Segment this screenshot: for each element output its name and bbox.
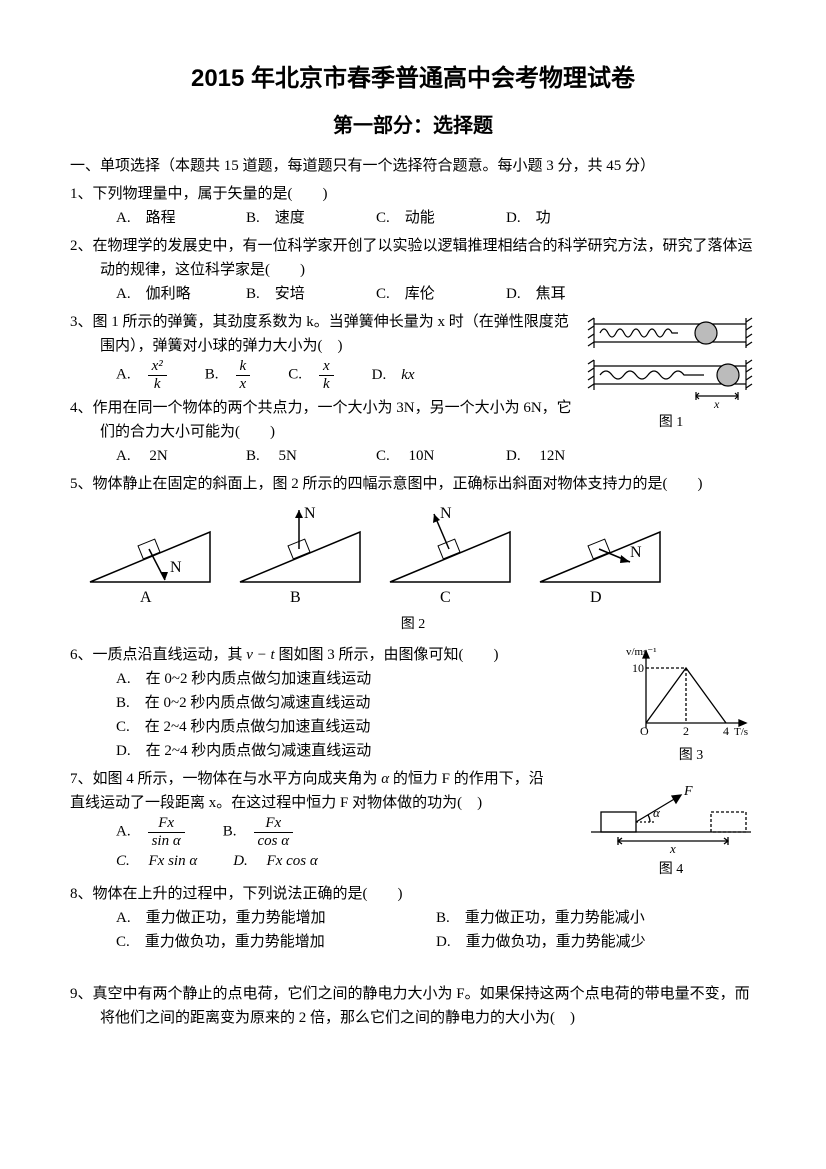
option-b: B. Fxcos α [223, 815, 295, 849]
option-a: A. 重力做正功，重力势能增加 [116, 906, 436, 930]
option-c: C. xk [288, 358, 335, 392]
svg-text:v/ms⁻¹: v/ms⁻¹ [626, 646, 657, 658]
qtext: 物体在上升的过程中，下列说法正确的是( ) [93, 886, 403, 902]
spring-diagram-icon: x [586, 310, 756, 410]
question-5: 5、物体静止在固定的斜面上，图 2 所示的四幅示意图中，正确标出斜面对物体支持力… [70, 472, 756, 636]
section-title: 第一部分：选择题 [70, 110, 756, 142]
qtext: 在物理学的发展史中，有一位科学家开创了以实验以逻辑推理相结合的科学研究方法，研究… [93, 238, 753, 278]
option-d: D. 重力做负功，重力势能减少 [436, 930, 756, 954]
question-2: 2、在物理学的发展史中，有一位科学家开创了以实验以逻辑推理相结合的科学研究方法，… [70, 234, 756, 306]
qnum: 1、 [70, 186, 93, 202]
question-9: 9、真空中有两个静止的点电荷，它们之间的静电力大小为 F。如果保持这两个点电荷的… [70, 982, 756, 1030]
option-b: B. 速度 [246, 206, 356, 230]
svg-text:4: 4 [723, 724, 729, 738]
svg-text:B: B [290, 589, 301, 606]
option-c: C. 10N [376, 444, 486, 468]
qnum: 9、 [70, 986, 93, 1002]
svg-text:O: O [640, 724, 649, 738]
option-c: C. 库伦 [376, 282, 486, 306]
instruction: 一、单项选择（本题共 15 道题，每道题只有一个选择符合题意。每小题 3 分，共… [70, 154, 756, 178]
option-a: A. 伽利略 [116, 282, 226, 306]
svg-text:A: A [140, 589, 152, 606]
option-d: D. 12N [506, 444, 616, 468]
option-c: C. 重力做负功，重力势能增加 [116, 930, 436, 954]
option-a: A. Fxsin α [116, 815, 187, 849]
option-b: B. kx [205, 358, 252, 392]
svg-text:α: α [653, 805, 661, 820]
svg-text:N: N [440, 505, 452, 522]
option-d: D. kx [372, 363, 415, 387]
question-8: 8、物体在上升的过程中，下列说法正确的是( ) A. 重力做正功，重力势能增加 … [70, 882, 756, 954]
vt-graph-icon: 10 2 4 O T/s v/ms⁻¹ [626, 643, 756, 743]
figure-2: N A N B N C [70, 502, 756, 636]
question-6: 10 2 4 O T/s v/ms⁻¹ 图 3 6、一质点沿直线运动，其 v −… [70, 643, 756, 763]
qtext: 图 1 所示的弹簧，其劲度系数为 k。当弹簧伸长量为 x 时（在弹性限度范围内）… [93, 314, 569, 354]
option-a: A. 路程 [116, 206, 226, 230]
option-b: B. 重力做正功，重力势能减小 [436, 906, 756, 930]
incline-diagrams-icon: N A N B N C [70, 502, 670, 612]
svg-text:N: N [304, 505, 316, 522]
figure-3: 10 2 4 O T/s v/ms⁻¹ 图 3 [626, 643, 756, 767]
svg-text:x: x [669, 841, 676, 856]
question-4: 4、作用在同一个物体的两个共点力，一个大小为 3N，另一个大小为 6N，它们的合… [70, 396, 756, 468]
qtext-post: 图如图 3 所示，由图像可知( ) [275, 647, 499, 663]
svg-text:C: C [440, 589, 451, 606]
option-c: C. Fx sin α [116, 849, 197, 873]
qnum: 6、 [70, 647, 93, 663]
page-title: 2015 年北京市春季普通高中会考物理试卷 [70, 60, 756, 98]
svg-text:T/s: T/s [734, 726, 748, 738]
svg-text:N: N [630, 544, 642, 561]
option-d: D. 焦耳 [506, 282, 616, 306]
svg-text:F: F [683, 784, 693, 799]
qtext: 物体静止在固定的斜面上，图 2 所示的四幅示意图中，正确标出斜面对物体支持力的是… [93, 476, 703, 492]
qnum: 4、 [70, 400, 93, 416]
question-1: 1、下列物理量中，属于矢量的是( ) A. 路程 B. 速度 C. 动能 D. … [70, 182, 756, 230]
figure-4: F α x 图 4 [586, 777, 756, 881]
force-block-diagram-icon: F α x [586, 777, 756, 857]
qtext: 作用在同一个物体的两个共点力，一个大小为 3N，另一个大小为 6N，它们的合力大… [93, 400, 572, 440]
qnum: 2、 [70, 238, 93, 254]
qtext: 下列物理量中，属于矢量的是( ) [93, 186, 328, 202]
question-3: x 图 1 3、图 1 所示的弹簧，其劲度系数为 k。当弹簧伸长量为 x 时（在… [70, 310, 756, 392]
svg-text:10: 10 [632, 661, 644, 675]
qtext-pre: 一质点沿直线运动，其 [93, 647, 247, 663]
figure-3-caption: 图 3 [626, 745, 756, 767]
option-b: B. 5N [246, 444, 356, 468]
svg-text:N: N [170, 559, 182, 576]
qnum: 7、 [70, 771, 93, 787]
option-d: D. Fx cos α [233, 849, 318, 873]
svg-text:D: D [590, 589, 602, 606]
question-7: F α x 图 4 7、如图 4 所示，一物体在与水平方向成夹角为 α 的恒力 … [70, 767, 756, 873]
figure-2-caption: 图 2 [70, 614, 756, 636]
option-c: C. 动能 [376, 206, 486, 230]
qtext-pre: 如图 4 所示，一物体在与水平方向成夹角为 [93, 771, 382, 787]
option-d: D. 功 [506, 206, 616, 230]
option-b: B. 安培 [246, 282, 356, 306]
option-a: A. x²k [116, 358, 169, 392]
alpha-symbol: α [381, 771, 389, 787]
qnum: 3、 [70, 314, 93, 330]
vt-symbol: v − t [246, 647, 274, 663]
qtext-mid: 的恒力 F 的作用下，沿 [389, 771, 544, 787]
figure-4-caption: 图 4 [586, 859, 756, 881]
option-a: A. 2N [116, 444, 226, 468]
svg-text:2: 2 [683, 724, 689, 738]
qnum: 5、 [70, 476, 93, 492]
qtext: 真空中有两个静止的点电荷，它们之间的静电力大小为 F。如果保持这两个点电荷的带电… [93, 986, 750, 1026]
qnum: 8、 [70, 886, 93, 902]
